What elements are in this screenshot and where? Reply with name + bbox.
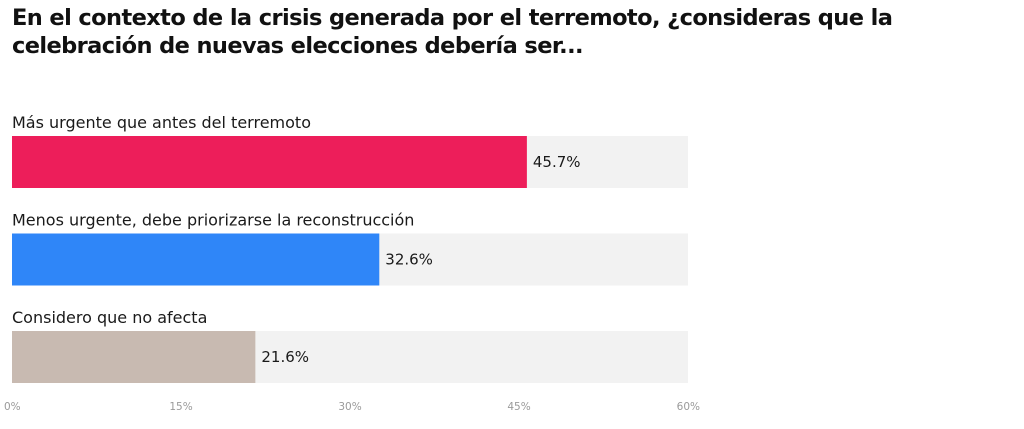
bar xyxy=(12,331,256,383)
category-label: Menos urgente, debe priorizarse la recon… xyxy=(12,211,414,230)
category-label: Más urgente que antes del terremoto xyxy=(12,113,311,132)
x-tick-label: 60% xyxy=(677,401,700,413)
bar xyxy=(12,136,527,188)
category-label: Considero que no afecta xyxy=(12,308,207,327)
value-label: 32.6% xyxy=(385,251,433,269)
chart-title: En el contexto de la crisis generada por… xyxy=(12,5,893,59)
x-tick-label: 45% xyxy=(507,401,530,413)
value-label: 45.7% xyxy=(533,153,581,171)
value-label: 21.6% xyxy=(261,348,309,366)
x-tick-label: 30% xyxy=(338,401,361,413)
x-tick-label: 0% xyxy=(4,401,21,413)
bar xyxy=(12,233,380,286)
x-tick-label: 15% xyxy=(169,401,192,413)
